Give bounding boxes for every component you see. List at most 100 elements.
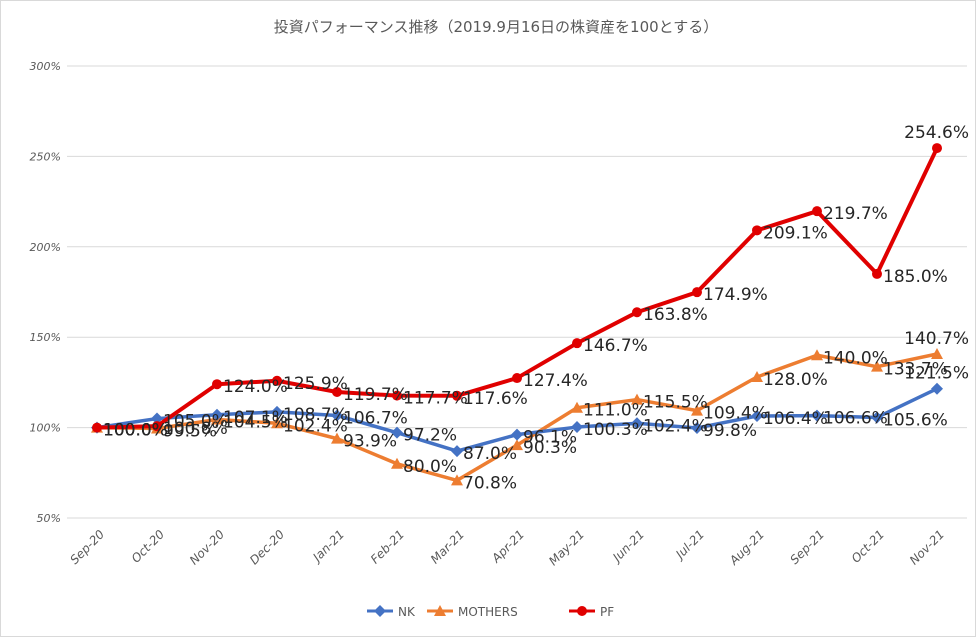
series-lines — [91, 143, 943, 486]
data-point — [812, 206, 822, 217]
data-point — [691, 404, 703, 416]
data-label: 87.0% — [463, 444, 517, 464]
x-tick-label: Dec-20 — [247, 527, 287, 567]
data-point — [571, 421, 583, 434]
x-tick-label: Oct-21 — [849, 527, 887, 565]
data-label: 185.0% — [883, 267, 948, 287]
data-label: 105.0% — [163, 412, 228, 432]
data-label: 254.6% — [904, 123, 969, 143]
data-label: 125.9% — [283, 374, 348, 394]
y-tick-label: 100% — [30, 422, 61, 435]
data-label: 209.1% — [763, 223, 828, 243]
data-label: 133.7% — [883, 360, 948, 380]
data-point — [692, 287, 702, 298]
data-label: 100.3% — [583, 420, 648, 440]
data-label: 99.8% — [703, 421, 757, 441]
x-tick-label: Sep-20 — [67, 527, 107, 567]
data-label: 117.7% — [403, 389, 468, 409]
data-point — [931, 382, 943, 395]
y-tick-label: 50% — [37, 512, 61, 525]
data-label: 115.5% — [643, 393, 708, 413]
data-point — [751, 370, 763, 382]
data-point — [152, 421, 162, 432]
data-label: 106.7% — [343, 408, 408, 428]
data-label: 106.6% — [823, 409, 888, 429]
data-label: 104.5% — [223, 412, 288, 432]
data-label: 140.7% — [904, 329, 969, 349]
data-label: 106.4% — [763, 409, 828, 429]
data-label: 117.6% — [463, 389, 528, 409]
data-point — [391, 457, 403, 469]
data-point — [331, 409, 343, 422]
data-point — [511, 428, 523, 441]
x-tick-label: Jul-21 — [672, 527, 707, 562]
x-axis-ticks: Sep-20 Oct-20 Nov-20 Dec-20 Jan-21 Feb-21 Mar-… — [67, 527, 947, 568]
data-label: 80.0% — [403, 457, 457, 477]
x-tick-label: Jun-21 — [609, 527, 647, 565]
x-tick-label: Nov-21 — [907, 527, 947, 567]
y-axis-ticks: 50% 100% 150% 200% 250% 300% — [30, 60, 61, 525]
data-point — [751, 410, 763, 423]
data-point — [511, 439, 523, 451]
data-point — [211, 408, 223, 421]
data-point — [272, 375, 282, 386]
data-point — [151, 412, 163, 425]
data-point — [871, 411, 883, 424]
series-mothers — [91, 348, 943, 486]
x-tick-label: Apr-21 — [488, 527, 527, 566]
data-label: 219.7% — [823, 204, 888, 224]
data-label: 124.0% — [223, 377, 288, 397]
data-label: 119.7% — [343, 385, 408, 405]
legend-label: MOTHERS — [458, 605, 518, 619]
legend: NK MOTHERS PF — [367, 605, 614, 619]
data-point — [631, 393, 643, 405]
data-label: 163.8% — [643, 305, 708, 325]
data-label: 102.4% — [643, 416, 708, 436]
chart-title: 投資パフォーマンス推移（2019.9月16日の株資産を100とする） — [274, 18, 718, 36]
legend-item-pf: PF — [569, 605, 614, 619]
x-tick-label: Aug-21 — [726, 527, 767, 568]
legend-swatch-marker — [577, 606, 587, 616]
data-label: 140.0% — [823, 348, 888, 368]
data-label: 100.0% — [103, 421, 168, 441]
data-point — [572, 338, 582, 349]
data-point — [691, 421, 703, 434]
data-label: 93.9% — [343, 432, 397, 452]
y-tick-label: 250% — [30, 150, 61, 163]
data-point — [271, 417, 283, 429]
data-label: 100.0% — [103, 421, 168, 441]
y-tick-label: 150% — [30, 331, 61, 344]
data-point — [391, 426, 403, 439]
legend-item-nk: NK — [367, 605, 416, 619]
data-label: 100.8% — [163, 419, 228, 439]
data-label: 100.0% — [103, 421, 168, 441]
data-point — [872, 268, 882, 279]
data-label: 109.4% — [703, 404, 768, 424]
legend-swatch-marker — [374, 605, 386, 617]
data-point — [512, 373, 522, 384]
x-tick-label: Sep-21 — [787, 527, 827, 567]
legend-swatch-marker — [434, 605, 446, 616]
series-pf — [92, 143, 942, 433]
x-tick-label: May-21 — [546, 527, 587, 568]
data-label: 90.3% — [523, 438, 577, 458]
data-labels: 100.0%105.0%107.1%108.7%106.7%97.2% 87.0%… — [103, 123, 969, 493]
data-point — [752, 225, 762, 236]
data-label: 70.8% — [463, 473, 517, 493]
data-point — [271, 405, 283, 418]
data-point — [92, 422, 102, 433]
data-label: 102.4% — [283, 416, 348, 436]
data-label: 121.5% — [904, 364, 969, 384]
gridlines — [67, 65, 967, 519]
data-label: 111.0% — [583, 401, 648, 421]
data-point — [632, 307, 642, 318]
data-point — [451, 474, 463, 486]
data-label: 128.0% — [763, 370, 828, 390]
x-tick-label: Jan-21 — [309, 527, 347, 565]
data-label: 108.7% — [283, 405, 348, 425]
legend-item-mothers: MOTHERS — [427, 605, 518, 619]
legend-label: NK — [398, 605, 416, 619]
data-point — [571, 401, 583, 413]
